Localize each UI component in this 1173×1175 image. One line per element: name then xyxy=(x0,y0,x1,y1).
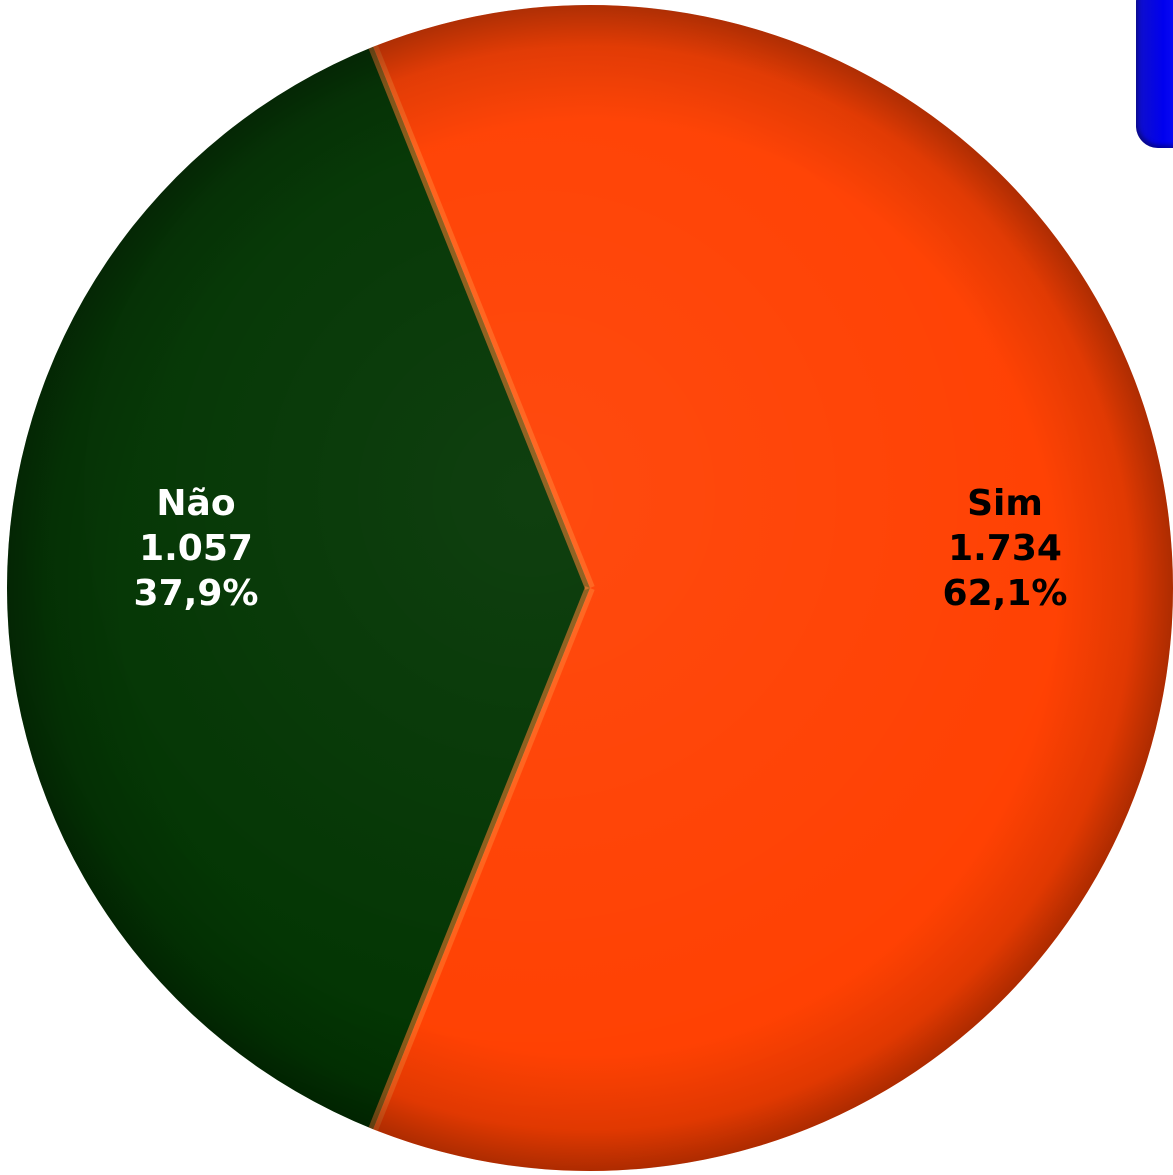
slice-label-value-nao: 1.057 xyxy=(139,528,253,569)
pie-highlight xyxy=(7,5,1173,1171)
slice-label-name-sim: Sim xyxy=(967,483,1043,524)
slice-label-percent-nao: 37,9% xyxy=(134,573,259,614)
slice-label-name-nao: Não xyxy=(156,483,235,524)
slice-label-value-sim: 1.734 xyxy=(948,528,1062,569)
slice-label-percent-sim: 62,1% xyxy=(943,573,1068,614)
legend-box-edge xyxy=(1136,0,1173,148)
